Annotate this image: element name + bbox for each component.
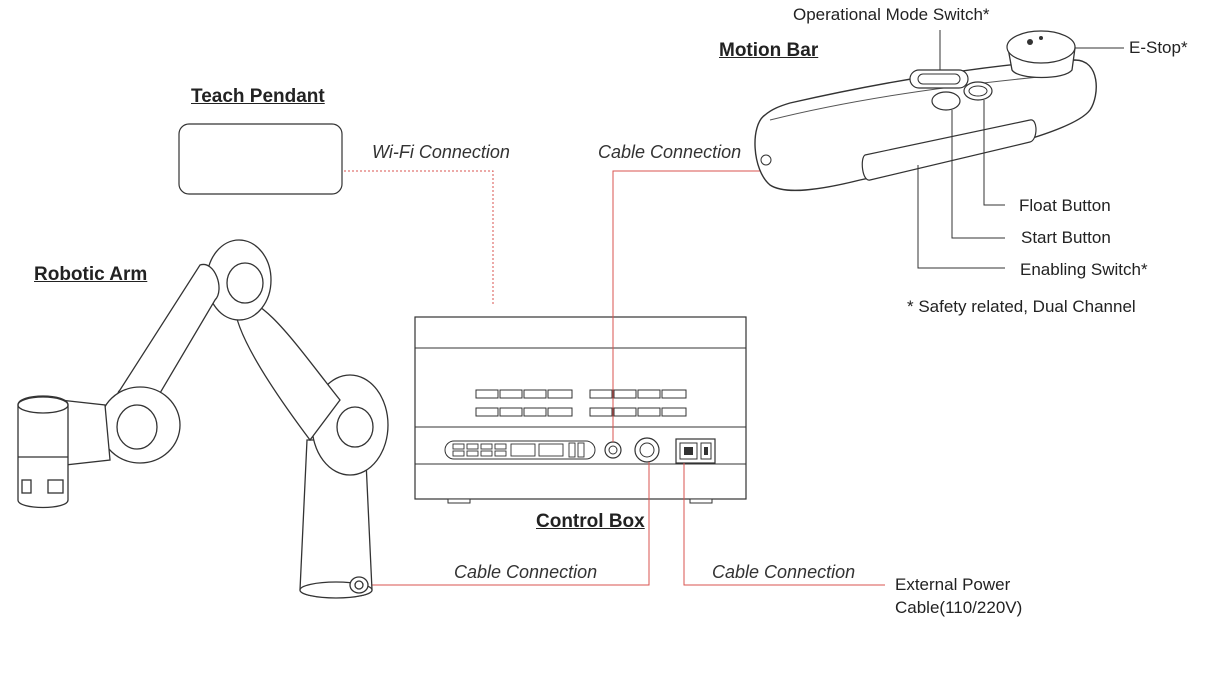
- cable-arm-label: Cable Connection: [454, 562, 598, 582]
- robotic-arm: [17, 239, 389, 599]
- motion-bar-title: Motion Bar: [719, 40, 819, 61]
- teach-pendant-box: [178, 123, 343, 195]
- io-terminal-left: [475, 389, 573, 417]
- cable-power-label: Cable Connection: [712, 562, 856, 582]
- safety-note: * Safety related, Dual Channel: [907, 297, 1136, 316]
- cable-motion-bar-line: [612, 170, 765, 442]
- leader-start: [951, 110, 1005, 239]
- leader-enabling: [917, 165, 1005, 269]
- operational-mode-switch-label: Operational Mode Switch*: [793, 5, 990, 24]
- wifi-connection-line: [344, 170, 494, 304]
- e-stop-label: E-Stop*: [1129, 38, 1188, 57]
- control-box-title: Control Box: [536, 511, 645, 532]
- teach-pendant-title: Teach Pendant: [191, 86, 325, 107]
- control-box: [414, 316, 747, 504]
- cable-arm-line: [358, 462, 650, 586]
- enabling-switch-label: Enabling Switch*: [1020, 260, 1148, 279]
- leader-float: [983, 100, 1005, 206]
- wifi-connection-label: Wi-Fi Connection: [372, 142, 510, 162]
- motion-bar: [754, 30, 1097, 192]
- float-button-label: Float Button: [1019, 196, 1111, 215]
- cable-motion-bar-label: Cable Connection: [598, 142, 742, 162]
- start-button-label: Start Button: [1021, 228, 1111, 247]
- robotic-arm-title: Robotic Arm: [34, 264, 148, 285]
- external-power-label-line1: External Power: [895, 575, 1011, 594]
- external-power-label-line2: Cable(110/220V): [895, 598, 1023, 617]
- io-terminal-right: [589, 389, 687, 417]
- cable-power-line: [683, 463, 885, 586]
